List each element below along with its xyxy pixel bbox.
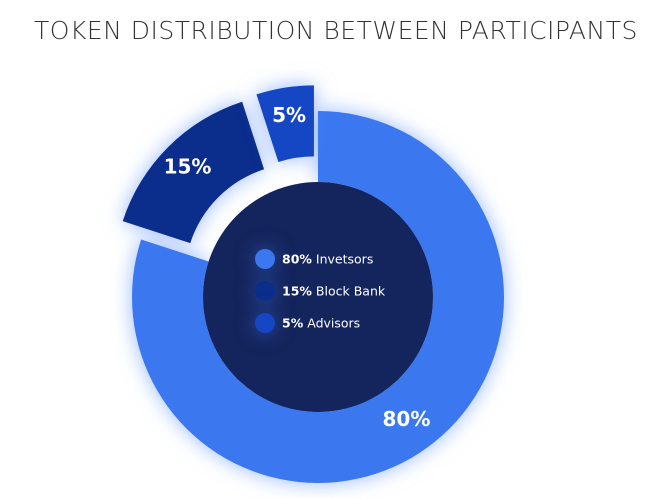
legend-label: Invetsors: [316, 252, 373, 267]
legend-entry: 5% Advisors: [282, 316, 360, 331]
legend-label: Advisors: [307, 316, 360, 331]
data-label: 15%: [164, 155, 212, 179]
legend-entry: 80% Invetsors: [282, 252, 373, 267]
pie-slice: [132, 111, 504, 483]
legend-value: 80%: [282, 252, 312, 267]
legend-label: Block Bank: [316, 284, 386, 299]
data-label: 5%: [272, 103, 306, 127]
data-label: 80%: [383, 407, 431, 431]
legend-entry: 15% Block Bank: [282, 284, 386, 299]
legend-swatch: [255, 249, 275, 269]
donut-center: [203, 182, 433, 412]
legend-swatch: [255, 313, 275, 333]
pie-slice: [256, 85, 314, 162]
chart-title: TOKEN DISTRIBUTION BETWEEN PARTICIPANTS: [34, 16, 638, 45]
legend-swatch: [255, 281, 275, 301]
legend-value: 5%: [282, 316, 304, 331]
pie-slice: [122, 101, 265, 244]
legend-value: 15%: [282, 284, 312, 299]
